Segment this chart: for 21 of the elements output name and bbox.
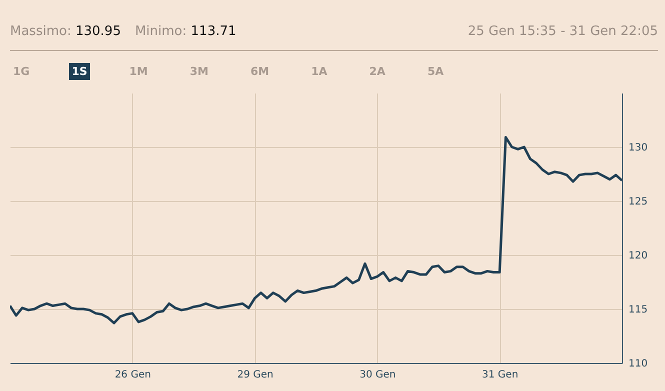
y-tick-label: 130 — [628, 142, 648, 154]
text: Minimo: 113.71 — [134, 24, 236, 39]
line-series — [10, 136, 622, 324]
y-tick-label: 125 — [628, 196, 648, 208]
text: 1S — [68, 63, 90, 80]
y-tick-label: 115 — [628, 304, 648, 316]
x-tick-label: 26 Gen — [114, 370, 151, 380]
x-tick-label: 31 Gen — [482, 370, 518, 380]
text: 3M — [188, 64, 210, 80]
text: 5A — [426, 64, 445, 80]
y-tick-label: 120 — [628, 250, 648, 262]
x-tick-label: 29 Gen — [237, 370, 274, 380]
text: 25 Gen 15:35 - 31 Gen 22:05 — [468, 24, 658, 39]
text: 1G — [12, 64, 31, 80]
text: 2A — [368, 64, 386, 80]
x-tick-label: 30 Gen — [360, 370, 396, 380]
text: Massimo: 130.95 — [10, 24, 121, 39]
text: 6M — [249, 64, 270, 80]
y-tick-label: 110 — [628, 358, 648, 370]
text: 1A — [310, 64, 328, 80]
text: 1M — [128, 64, 149, 80]
